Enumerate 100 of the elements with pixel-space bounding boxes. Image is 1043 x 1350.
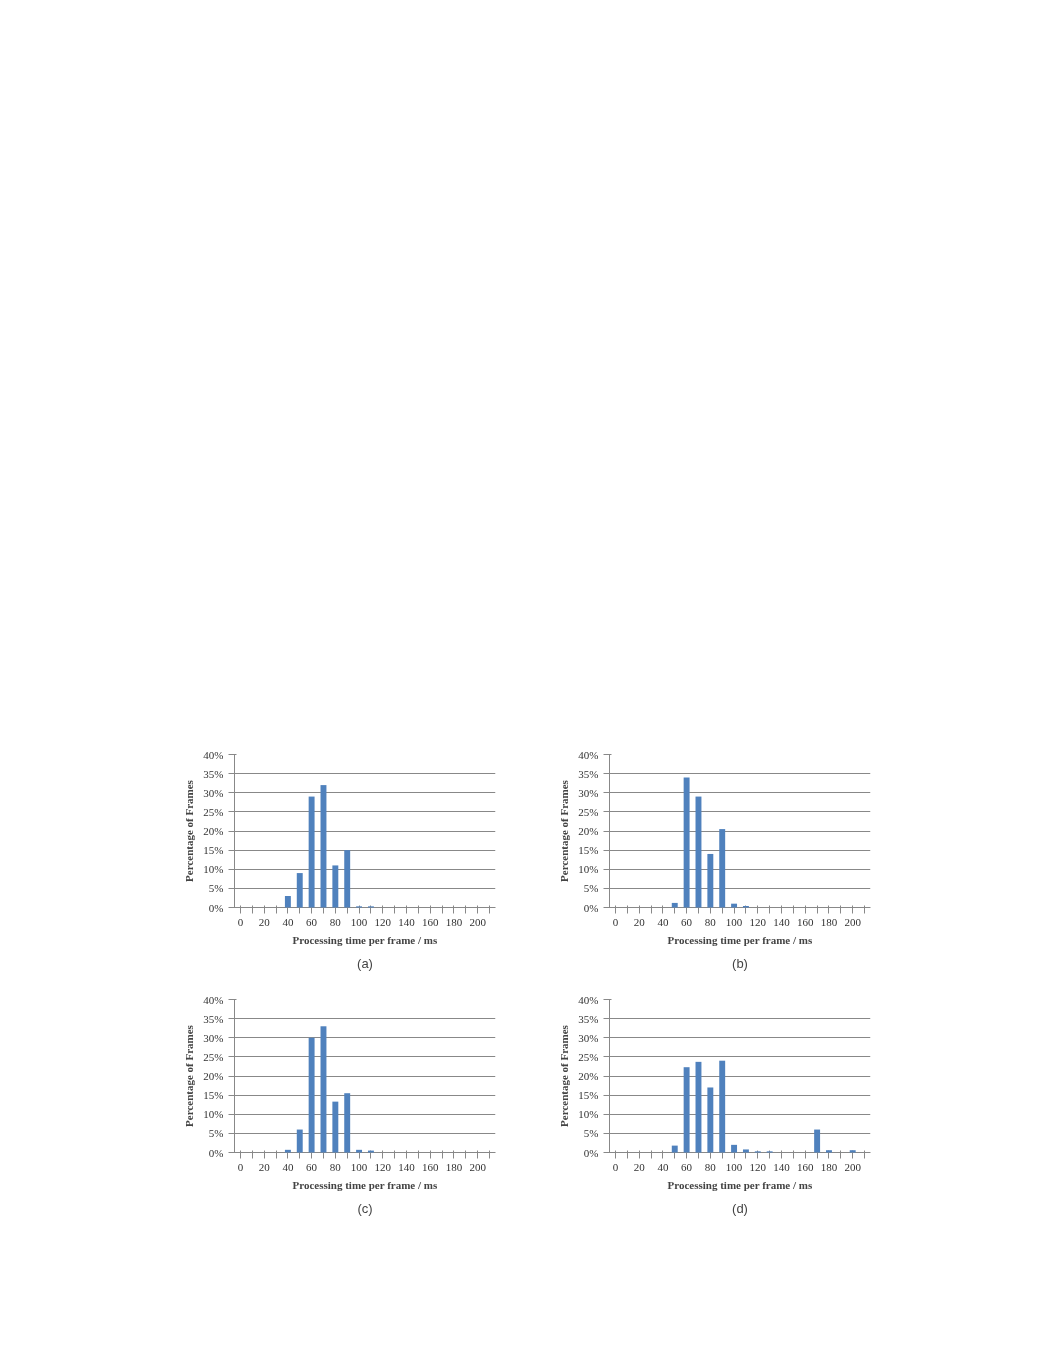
y-tick-label: 35% <box>203 1012 224 1025</box>
x-tick-label: 100 <box>725 915 743 928</box>
y-tick-label: 30% <box>203 786 224 799</box>
x-tick-label: 40 <box>282 915 294 928</box>
bar <box>849 1150 856 1153</box>
y-tick-label: 40% <box>203 748 224 761</box>
x-tick-label: 180 <box>820 915 838 928</box>
x-tick-label: 80 <box>329 1160 342 1173</box>
x-axis-title: Processing time per frame / ms <box>292 933 438 946</box>
x-tick-label: 140 <box>773 1160 791 1173</box>
y-tick-label: 15% <box>578 1089 599 1102</box>
x-tick-label: 20 <box>258 915 271 928</box>
x-tick-label: 100 <box>350 1160 368 1173</box>
x-tick-label: 0 <box>237 1160 244 1173</box>
y-tick-label: 0% <box>583 901 599 914</box>
bar <box>308 796 315 908</box>
x-tick-label: 20 <box>633 1160 646 1173</box>
x-tick-label: 100 <box>725 1160 743 1173</box>
y-tick-label: 10% <box>578 1108 599 1121</box>
y-tick-label: 25% <box>578 805 599 818</box>
x-tick-label: 40 <box>657 915 669 928</box>
y-tick-label: 0% <box>583 1146 599 1159</box>
y-tick-label: 40% <box>578 993 599 1006</box>
x-tick-label: 0 <box>612 1160 619 1173</box>
bar <box>332 1101 339 1153</box>
y-tick-label: 35% <box>578 767 599 780</box>
bar <box>731 1144 738 1153</box>
x-tick-label: 200 <box>844 1160 862 1173</box>
x-tick-label: 200 <box>844 915 862 928</box>
y-tick-label: 5% <box>583 882 599 895</box>
bar <box>308 1037 315 1153</box>
y-tick-label: 20% <box>578 825 599 837</box>
x-tick-label: 40 <box>657 1160 669 1173</box>
x-tick-label: 120 <box>374 915 392 928</box>
y-tick-label: 40% <box>578 748 599 761</box>
bar <box>826 1150 832 1153</box>
x-tick-label: 60 <box>681 915 693 928</box>
x-tick-label: 140 <box>398 915 416 928</box>
x-tick-label: 200 <box>469 915 487 928</box>
y-tick-label: 25% <box>203 1050 224 1063</box>
x-tick-label: 0 <box>612 915 619 928</box>
y-tick-label: 15% <box>203 844 224 857</box>
y-axis-title: Percentage of Frames <box>558 779 571 882</box>
x-tick-label: 140 <box>398 1160 416 1173</box>
x-tick-label: 160 <box>422 1160 439 1173</box>
bar <box>707 853 714 908</box>
x-tick-label: 60 <box>306 1160 318 1173</box>
x-tick-label: 80 <box>704 1160 717 1173</box>
x-axis-title: Processing time per frame / ms <box>667 933 813 946</box>
x-tick-label: 120 <box>374 1160 392 1173</box>
x-tick-label: 60 <box>681 1160 693 1173</box>
y-tick-label: 0% <box>208 901 224 914</box>
bar <box>707 1087 714 1153</box>
x-tick-label: 120 <box>749 1160 767 1173</box>
y-tick-label: 20% <box>203 1070 224 1082</box>
bar <box>719 829 726 908</box>
x-tick-label: 0 <box>237 915 244 928</box>
y-tick-label: 20% <box>578 1070 599 1082</box>
y-tick-label: 20% <box>203 825 224 837</box>
text: (c) <box>357 1200 373 1216</box>
y-tick-label: 10% <box>578 863 599 876</box>
y-tick-label: 5% <box>208 882 224 895</box>
x-tick-label: 180 <box>820 1160 838 1173</box>
y-tick-label: 35% <box>578 1012 599 1025</box>
x-tick-label: 80 <box>329 915 342 928</box>
y-tick-label: 0% <box>208 1146 224 1159</box>
x-tick-label: 160 <box>422 915 439 928</box>
x-tick-label: 40 <box>282 1160 294 1173</box>
bar <box>284 1149 291 1153</box>
x-tick-label: 160 <box>797 915 814 928</box>
x-tick-label: 120 <box>749 915 767 928</box>
y-tick-label: 30% <box>203 1031 224 1044</box>
text: (b) <box>732 955 748 971</box>
x-axis-title: Processing time per frame / ms <box>667 1178 813 1191</box>
y-tick-label: 5% <box>583 1127 599 1140</box>
y-tick-label: 25% <box>578 1050 599 1063</box>
x-tick-label: 160 <box>797 1160 814 1173</box>
y-tick-label: 35% <box>203 767 224 780</box>
y-axis-title: Percentage of Frames <box>558 1024 571 1127</box>
y-tick-label: 25% <box>203 805 224 818</box>
bar <box>296 1129 303 1153</box>
bar <box>731 903 738 908</box>
bar <box>814 1129 821 1153</box>
bar <box>683 777 690 908</box>
x-axis-title: Processing time per frame / ms <box>292 1178 438 1191</box>
x-tick-label: 80 <box>704 915 717 928</box>
x-tick-label: 20 <box>633 915 646 928</box>
x-tick-label: 100 <box>350 915 368 928</box>
y-axis-title: Percentage of Frames <box>183 1024 196 1127</box>
bar <box>671 902 678 908</box>
bar <box>344 850 351 908</box>
text: (a) <box>357 955 373 971</box>
y-tick-label: 40% <box>203 993 224 1006</box>
y-tick-label: 15% <box>578 844 599 857</box>
bar <box>344 1093 351 1153</box>
bar <box>296 873 303 908</box>
y-axis-title: Percentage of Frames <box>183 779 196 882</box>
y-tick-label: 10% <box>203 863 224 876</box>
x-tick-label: 20 <box>258 1160 271 1173</box>
bar <box>284 896 291 908</box>
